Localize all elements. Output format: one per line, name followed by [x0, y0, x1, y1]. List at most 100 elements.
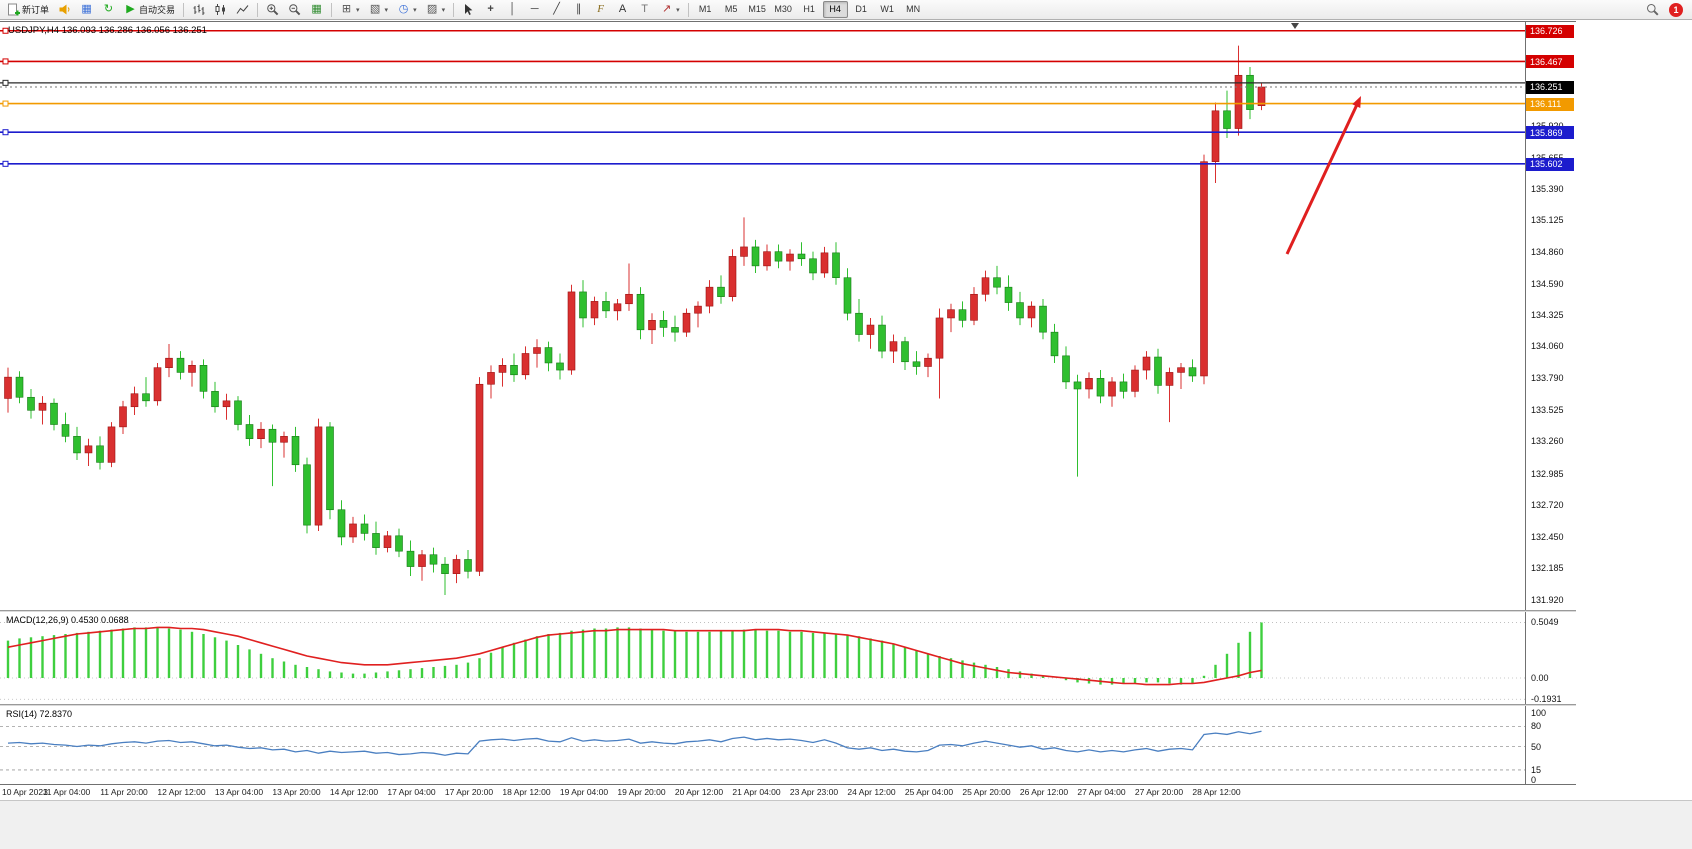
toolbar-separator	[453, 2, 455, 17]
candle	[602, 291, 610, 318]
auto-trading-button[interactable]: ▶ 自动交易	[120, 0, 179, 19]
axis-label: 134.590	[1531, 278, 1564, 289]
cursor-button[interactable]	[458, 0, 479, 19]
candle	[889, 334, 898, 363]
candle	[96, 436, 104, 470]
candle	[855, 299, 863, 342]
candle	[383, 531, 392, 553]
candle	[970, 287, 978, 326]
bar-chart-icon	[193, 4, 205, 15]
rsi-panel-splitter[interactable]	[0, 704, 1576, 706]
candle	[245, 415, 254, 446]
zoom-out-button[interactable]	[284, 0, 305, 19]
candle	[498, 358, 507, 387]
text-button[interactable]: A	[612, 0, 633, 19]
line-handle[interactable]	[2, 79, 9, 86]
time-label: 13 Apr 20:00	[272, 787, 321, 797]
timeframe-button-d1[interactable]: D1	[855, 4, 867, 14]
candle	[751, 239, 760, 273]
candle	[728, 249, 737, 302]
new-chart-button[interactable]: ⊞ ▾	[336, 0, 364, 19]
new-order-icon	[8, 3, 20, 16]
candlestick-chart-button[interactable]	[210, 0, 231, 19]
channel-button[interactable]: ∥	[568, 0, 589, 19]
notification-badge[interactable]: 1	[1669, 2, 1683, 17]
axis-label: 0	[1531, 775, 1537, 785]
refresh-button[interactable]: ↻	[98, 0, 119, 19]
candle	[441, 557, 449, 595]
chart-shift-marker[interactable]	[1291, 23, 1299, 29]
search-icon[interactable]	[1646, 3, 1659, 16]
trend-arrow-head[interactable]	[1352, 96, 1361, 108]
profiles-button[interactable]: ▧ ▾	[365, 0, 393, 19]
candle	[372, 521, 380, 555]
crosshair-button[interactable]: +	[480, 0, 501, 19]
time-label: 10 Apr 2023	[2, 787, 48, 797]
zoom-in-button[interactable]	[262, 0, 283, 19]
candle	[774, 244, 783, 269]
candle	[590, 296, 599, 326]
timeframe-button-h4[interactable]: H4	[822, 1, 848, 18]
toolbar-separator	[687, 2, 689, 17]
rsi-panel-canvas[interactable]	[0, 707, 1525, 783]
template-icon: ▨	[426, 3, 438, 15]
bar-chart-button[interactable]	[188, 0, 209, 19]
line-handle[interactable]	[2, 129, 9, 136]
fibonacci-button[interactable]: F	[590, 0, 611, 19]
template-button[interactable]: ▨ ▾	[422, 0, 450, 19]
trendline-button[interactable]: ╱	[546, 0, 567, 19]
time-axis[interactable]: 10 Apr 2023 11 Apr 04:00 11 Apr 20:00 12 Ap…	[0, 786, 1560, 799]
line-handle[interactable]	[2, 100, 9, 107]
axis-label: 132.720	[1531, 500, 1564, 510]
time-label: 19 Apr 04:00	[559, 787, 609, 797]
time-label: 27 Apr 20:00	[1134, 787, 1184, 797]
timeframe-button-m1[interactable]: M1	[698, 4, 712, 14]
timeframe-button-w1[interactable]: W1	[880, 4, 894, 14]
timeframe-button-m5[interactable]: M5	[724, 4, 738, 14]
toolbar-separator	[257, 2, 259, 17]
vertical-line-button[interactable]: │	[502, 0, 523, 19]
price-axis[interactable]: 135.920 135.655 135.390 135.125 134.860 134.5…	[1526, 0, 1590, 800]
candle	[1131, 365, 1139, 398]
candle	[556, 353, 564, 380]
candle	[291, 426, 300, 472]
axis-label: 132.185	[1531, 563, 1564, 574]
candle	[947, 303, 955, 333]
arrow-objects-button[interactable]: ↗ ▾	[656, 0, 684, 19]
candle	[50, 398, 58, 431]
timeframe-button-m30[interactable]: M30	[774, 4, 792, 14]
timeframe-button-m15[interactable]: M15	[748, 4, 766, 14]
candle	[211, 381, 219, 413]
candle	[176, 351, 185, 380]
candle	[740, 217, 748, 266]
candle	[257, 422, 265, 449]
charts-window-button[interactable]: ▦	[76, 0, 97, 19]
axis-label: 135.920	[1531, 121, 1564, 131]
price-chart-canvas[interactable]	[0, 22, 1525, 608]
timeframe-button-mn[interactable]: MN	[906, 4, 921, 14]
rsi-line	[7, 730, 1262, 756]
axis-label: 134.325	[1531, 310, 1564, 320]
tile-windows-button[interactable]: ▦	[306, 0, 327, 19]
horizontal-line-button[interactable]: ─	[524, 0, 545, 19]
trend-arrow[interactable]	[1285, 100, 1360, 255]
text-label-button[interactable]: T	[634, 0, 655, 19]
line-chart-button[interactable]	[232, 0, 253, 19]
time-label: 18 Apr 12:00	[502, 787, 551, 797]
new-order-button[interactable]: 新订单	[3, 0, 53, 19]
candle	[406, 540, 415, 577]
candle	[878, 315, 886, 359]
macd-panel-canvas[interactable]	[0, 613, 1525, 702]
line-handle[interactable]	[2, 27, 9, 34]
macd-indicator-label: MACD(12,26,9) 0.4530 0.0688	[6, 615, 129, 625]
time-label: 12 Apr 12:00	[157, 787, 206, 797]
period-button[interactable]: ◷ ▾	[393, 0, 421, 19]
time-axis-border	[0, 784, 1576, 785]
macd-panel-splitter[interactable]	[0, 610, 1576, 612]
line-handle[interactable]	[2, 58, 9, 65]
alerts-button[interactable]	[54, 0, 75, 19]
line-handle[interactable]	[2, 160, 9, 167]
timeframe-button-h1[interactable]: H1	[803, 4, 815, 14]
candle	[866, 317, 875, 349]
candle	[1177, 362, 1185, 389]
